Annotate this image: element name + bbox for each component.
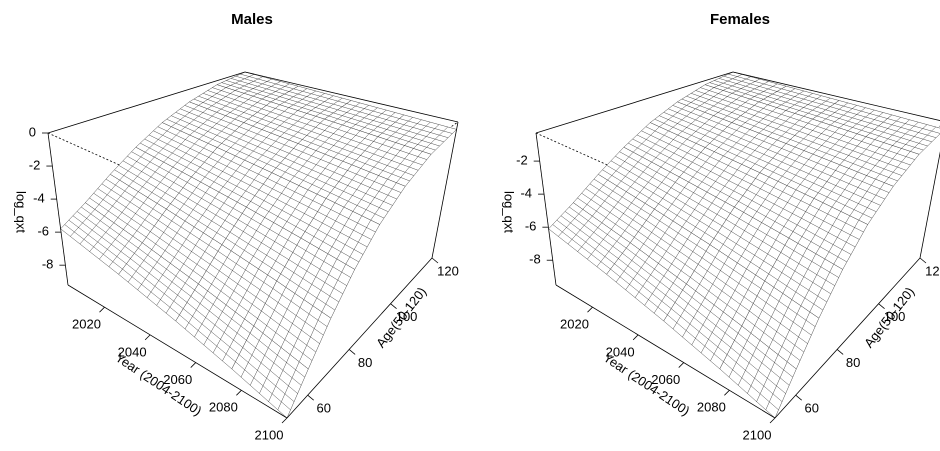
x-tick-label: 2060 (163, 372, 192, 387)
y-tick-label: 80 (846, 355, 860, 370)
surface-cell (764, 237, 843, 319)
box-edge (431, 121, 459, 259)
surface-cell (865, 114, 940, 155)
x-tick (724, 390, 730, 396)
z-tick-label: -6 (525, 219, 537, 234)
chart-title: Males (231, 11, 273, 28)
y-tick-label: 60 (316, 401, 330, 416)
surface-cell (649, 101, 733, 148)
surface-cell (788, 198, 869, 270)
x-tick-label: 2100 (255, 427, 284, 442)
surface-cell (300, 198, 381, 270)
surface-cell (325, 164, 406, 225)
box-edge (732, 71, 940, 122)
z-tick-label: -4 (33, 191, 45, 206)
surface-cell (351, 136, 432, 187)
x-tick (587, 306, 593, 313)
surface-cell (597, 146, 680, 210)
surface-cell (276, 237, 355, 319)
y-tick-label: 120 (437, 263, 459, 278)
surface-cell (704, 122, 787, 173)
y-tick (348, 349, 356, 355)
surface-cell (741, 280, 820, 370)
x-tick-label: 2060 (651, 372, 680, 387)
x-tick (236, 390, 242, 396)
surface-cell (246, 172, 327, 239)
x-tick (190, 362, 197, 368)
surface-cell (118, 242, 199, 322)
y-tick-label: 80 (358, 355, 372, 370)
surface-cell (175, 283, 255, 370)
z-tick-label: 0 (29, 124, 36, 139)
box-edge (535, 132, 557, 286)
surface-cell (253, 280, 332, 370)
z-axis-title: log_qxt (14, 191, 29, 233)
x-tick-label: 2020 (560, 317, 589, 332)
y-tick-label: 100 (396, 309, 418, 324)
surface-cell (271, 143, 353, 199)
box-edge (47, 132, 69, 286)
surface-cell (198, 244, 277, 327)
box-edge (774, 257, 921, 419)
z-axis-title: log_qxt (502, 191, 517, 233)
x-tick-label: 2080 (209, 400, 238, 415)
y-tick (878, 303, 885, 310)
box-edge (919, 151, 940, 259)
surface-cell (719, 325, 797, 419)
x-tick (144, 334, 151, 341)
z-tick-label: -2 (29, 157, 41, 172)
surface-cell (839, 136, 920, 187)
box-edge (535, 71, 734, 134)
surface-cell (813, 164, 894, 225)
surface-cell (141, 208, 223, 285)
y-tick (795, 394, 802, 401)
z-tick-label: -6 (37, 224, 49, 239)
y-tick (390, 303, 397, 310)
y-tick (919, 257, 927, 264)
y-axis-title: Age(50-120) (861, 284, 917, 350)
y-axis-title: Age(50-120) (373, 284, 429, 350)
surface-cell (686, 244, 765, 327)
z-tick-label: -8 (42, 257, 54, 272)
surface-cell (270, 85, 352, 120)
box-edge (244, 71, 459, 123)
surface-cell (548, 202, 631, 275)
y-tick (307, 394, 314, 401)
surface-cell (297, 118, 379, 166)
z-tick-label: -2 (516, 153, 528, 168)
box-edge (286, 257, 433, 419)
x-tick (632, 334, 639, 341)
x-tick (281, 417, 288, 424)
y-tick-label: 120 (925, 263, 940, 278)
x-tick-label: 2040 (606, 344, 635, 359)
x-tick-label: 2080 (697, 400, 726, 415)
y-tick (836, 349, 844, 355)
x-tick-label: 2020 (72, 317, 101, 332)
box-edge (47, 71, 246, 134)
x-tick (769, 417, 776, 424)
surface-cell (231, 325, 309, 419)
surface-cell (734, 172, 815, 239)
x-tick-label: 2100 (743, 427, 772, 442)
x-tick-label: 2040 (118, 344, 147, 359)
y-tick (431, 257, 439, 264)
z-tick-label: -4 (520, 186, 532, 201)
z-tick-label: -8 (529, 252, 541, 267)
x-tick (99, 306, 105, 313)
surface-cell (243, 101, 325, 144)
chart-title: Females (710, 11, 770, 28)
y-tick-label: 100 (884, 309, 906, 324)
x-tick (678, 362, 685, 368)
y-tick-label: 60 (804, 401, 818, 416)
